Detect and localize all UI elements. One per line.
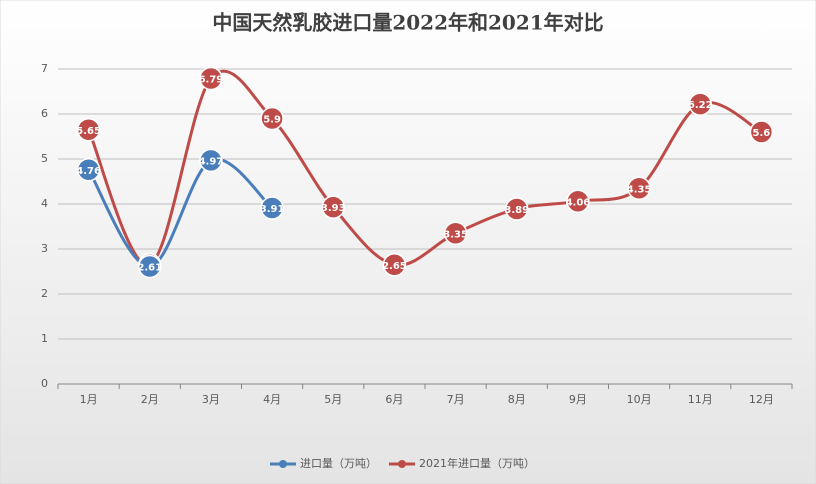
marker [443,221,468,245]
marker [260,196,284,220]
marker [749,120,774,144]
data-label: 5.65 [76,126,101,137]
legend-label: 进口量（万吨） [300,457,377,470]
x-tick-label: 8月 [508,393,526,406]
x-tick-label: 1月 [80,393,98,406]
data-label: 3.89 [504,205,529,216]
data-label: 3.93 [321,203,346,214]
marker [688,92,712,116]
data-label: 6.79 [199,74,224,85]
marker [321,195,345,219]
x-tick-label: 12月 [749,393,774,406]
legend-label: 2021年进口量（万吨） [419,456,535,470]
data-label: 2.61 [137,263,162,274]
marker [382,253,407,277]
x-tick-label: 5月 [324,393,342,406]
x-tick-label: 2月 [141,393,159,406]
marker [76,118,101,142]
x-tick-label: 3月 [202,393,220,406]
y-tick-label: 1 [41,332,48,345]
y-tick-label: 4 [41,197,48,210]
data-label: 4.35 [627,184,652,195]
marker [199,148,223,173]
marker [138,254,162,279]
data-label: 4.06 [566,197,591,208]
data-label: 4.97 [199,156,224,167]
marker [505,197,529,221]
x-tick-label: 4月 [263,393,281,406]
data-label: 5.6 [753,128,771,139]
x-tick-label: 11月 [688,393,713,406]
legend-marker [398,460,406,468]
y-tick-label: 2 [41,287,48,300]
marker [566,189,590,214]
data-label: 3.91 [260,204,285,215]
series-line [87,157,274,269]
marker [199,66,223,91]
data-label: 6.22 [688,100,713,111]
marker [627,176,651,200]
data-label: 2.65 [382,261,407,272]
legend-marker [279,460,287,468]
x-tick-label: 6月 [385,393,403,406]
data-label: 4.76 [76,166,101,177]
chart-title: 中国天然乳胶进口量2022年和2021年对比 [212,11,603,35]
y-tick-label: 3 [41,242,48,255]
y-tick-label: 7 [41,62,48,75]
x-tick-label: 9月 [569,393,587,406]
y-tick-label: 6 [41,107,48,120]
x-tick-label: 7月 [447,393,465,406]
x-tick-label: 10月 [627,393,652,406]
marker [76,158,101,182]
y-tick-label: 0 [41,377,48,390]
data-label: 3.35 [443,229,468,240]
y-tick-label: 5 [41,152,48,165]
marker [260,106,284,131]
data-label: 5.9 [263,115,281,126]
